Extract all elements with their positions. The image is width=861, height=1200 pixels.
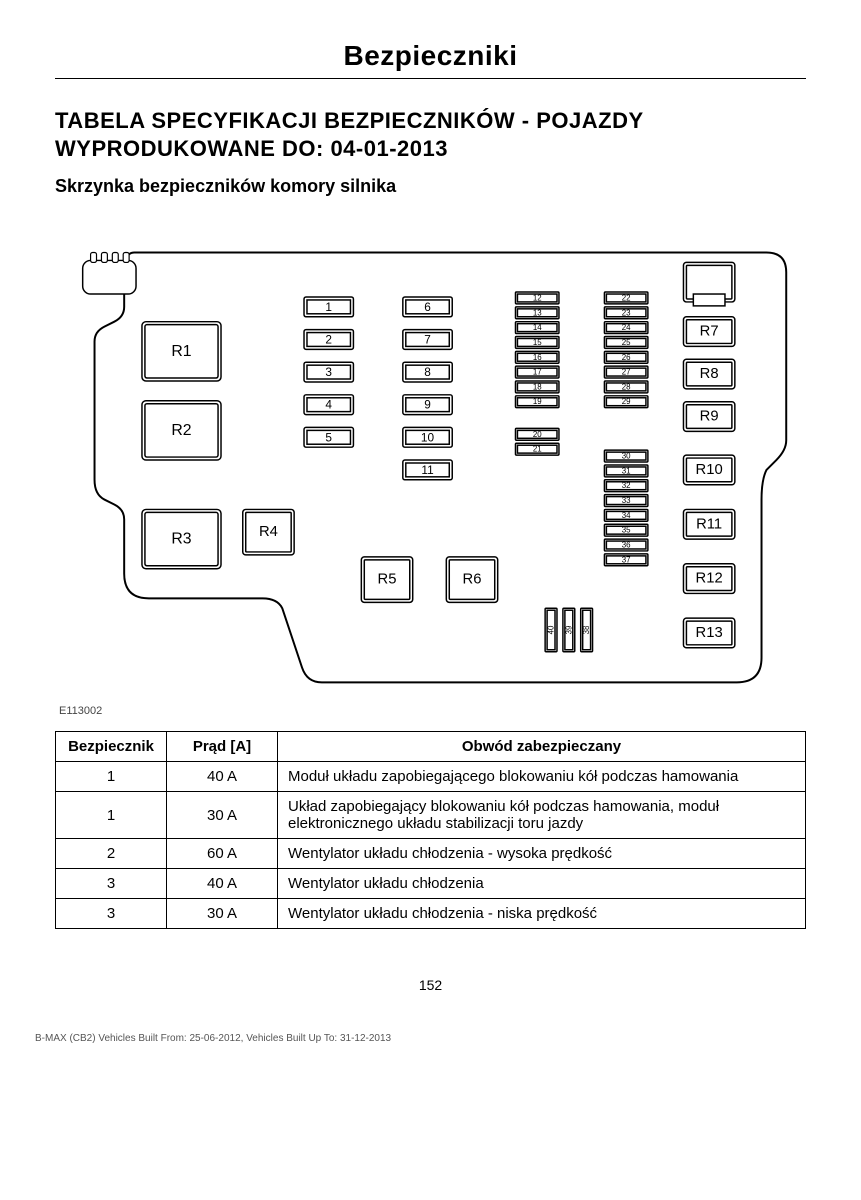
cell-fuse: 1 bbox=[56, 792, 167, 839]
cell-circuit: Wentylator układu chłodzenia bbox=[278, 869, 806, 899]
cell-amp: 30 A bbox=[167, 899, 278, 929]
table-row: 260 AWentylator układu chłodzenia - wyso… bbox=[56, 839, 806, 869]
section-title: TABELA SPECYFIKACJI BEZPIECZNIKÓW - POJA… bbox=[55, 107, 806, 162]
svg-text:31: 31 bbox=[622, 466, 631, 475]
cell-amp: 60 A bbox=[167, 839, 278, 869]
cell-circuit: Wentylator układu chłodzenia - niska prę… bbox=[278, 899, 806, 929]
cell-fuse: 3 bbox=[56, 869, 167, 899]
subsection-title: Skrzynka bezpieczników komory silnika bbox=[55, 176, 806, 197]
svg-text:7: 7 bbox=[424, 332, 431, 346]
svg-text:26: 26 bbox=[622, 353, 631, 362]
table-row: 130 AUkład zapobiegający blokowaniu kół … bbox=[56, 792, 806, 839]
svg-text:R6: R6 bbox=[463, 572, 482, 588]
cell-amp: 40 A bbox=[167, 762, 278, 792]
svg-text:32: 32 bbox=[622, 481, 631, 490]
svg-text:17: 17 bbox=[533, 368, 542, 377]
svg-text:R12: R12 bbox=[696, 571, 723, 587]
svg-text:11: 11 bbox=[421, 463, 434, 477]
cell-fuse: 3 bbox=[56, 899, 167, 929]
svg-text:2: 2 bbox=[325, 332, 332, 346]
svg-text:R5: R5 bbox=[378, 572, 397, 588]
svg-text:23: 23 bbox=[622, 308, 631, 317]
svg-text:13: 13 bbox=[533, 308, 542, 317]
cell-fuse: 2 bbox=[56, 839, 167, 869]
svg-text:R9: R9 bbox=[700, 409, 719, 425]
table-row: 330 AWentylator układu chłodzenia - nisk… bbox=[56, 899, 806, 929]
svg-text:8: 8 bbox=[424, 365, 431, 379]
fuse-box-diagram: R1R2R3R4R5R6R7R8R9R10R11R12R131234567891… bbox=[55, 213, 806, 697]
svg-text:18: 18 bbox=[533, 382, 542, 391]
svg-text:10: 10 bbox=[421, 430, 435, 444]
fuse-spec-table: Bezpiecznik Prąd [A] Obwód zabezpieczany… bbox=[55, 731, 806, 929]
svg-text:16: 16 bbox=[533, 353, 542, 362]
diagram-id-label: E113002 bbox=[59, 705, 806, 717]
col-header-fuse: Bezpiecznik bbox=[56, 732, 167, 762]
svg-text:22: 22 bbox=[622, 293, 631, 302]
svg-text:25: 25 bbox=[622, 338, 631, 347]
svg-text:12: 12 bbox=[533, 293, 542, 302]
svg-text:15: 15 bbox=[533, 338, 542, 347]
cell-circuit: Wentylator układu chłodzenia - wysoka pr… bbox=[278, 839, 806, 869]
build-footer: B-MAX (CB2) Vehicles Built From: 25-06-2… bbox=[35, 1033, 806, 1044]
svg-text:24: 24 bbox=[622, 323, 631, 332]
svg-text:R11: R11 bbox=[696, 516, 722, 532]
svg-text:20: 20 bbox=[533, 430, 542, 439]
col-header-amp: Prąd [A] bbox=[167, 732, 278, 762]
svg-text:R2: R2 bbox=[171, 422, 191, 439]
svg-text:29: 29 bbox=[622, 397, 631, 406]
svg-text:4: 4 bbox=[325, 398, 332, 412]
svg-text:5: 5 bbox=[325, 430, 332, 444]
svg-text:R13: R13 bbox=[696, 625, 723, 641]
svg-text:R7: R7 bbox=[700, 324, 719, 340]
cell-circuit: Układ zapobiegający blokowaniu kół podcz… bbox=[278, 792, 806, 839]
svg-text:38: 38 bbox=[582, 625, 591, 634]
title-divider bbox=[55, 78, 806, 79]
svg-text:R3: R3 bbox=[171, 531, 191, 548]
svg-text:37: 37 bbox=[622, 555, 631, 564]
svg-text:9: 9 bbox=[424, 398, 431, 412]
svg-text:39: 39 bbox=[564, 625, 573, 634]
svg-text:R4: R4 bbox=[259, 524, 278, 540]
col-header-circuit: Obwód zabezpieczany bbox=[278, 732, 806, 762]
svg-text:14: 14 bbox=[533, 323, 542, 332]
svg-text:36: 36 bbox=[622, 541, 631, 550]
svg-text:34: 34 bbox=[622, 511, 631, 520]
table-row: 140 AModuł układu zapobiegającego blokow… bbox=[56, 762, 806, 792]
svg-text:R8: R8 bbox=[700, 366, 719, 382]
table-row: 340 AWentylator układu chłodzenia bbox=[56, 869, 806, 899]
cell-circuit: Moduł układu zapobiegającego blokowaniu … bbox=[278, 762, 806, 792]
svg-text:28: 28 bbox=[622, 382, 631, 391]
chapter-title: Bezpieczniki bbox=[55, 40, 806, 72]
svg-text:21: 21 bbox=[533, 445, 542, 454]
svg-text:27: 27 bbox=[622, 368, 631, 377]
svg-text:1: 1 bbox=[325, 300, 332, 314]
svg-text:40: 40 bbox=[547, 625, 556, 634]
cell-amp: 40 A bbox=[167, 869, 278, 899]
svg-text:R1: R1 bbox=[171, 343, 191, 360]
svg-text:6: 6 bbox=[424, 300, 431, 314]
page-number: 152 bbox=[55, 977, 806, 993]
svg-text:R10: R10 bbox=[696, 462, 723, 478]
cell-fuse: 1 bbox=[56, 762, 167, 792]
svg-text:33: 33 bbox=[622, 496, 631, 505]
svg-text:35: 35 bbox=[622, 526, 631, 535]
cell-amp: 30 A bbox=[167, 792, 278, 839]
svg-text:19: 19 bbox=[533, 397, 542, 406]
svg-text:3: 3 bbox=[325, 365, 332, 379]
svg-text:30: 30 bbox=[622, 452, 631, 461]
fuse-box-svg: R1R2R3R4R5R6R7R8R9R10R11R12R131234567891… bbox=[55, 213, 806, 697]
